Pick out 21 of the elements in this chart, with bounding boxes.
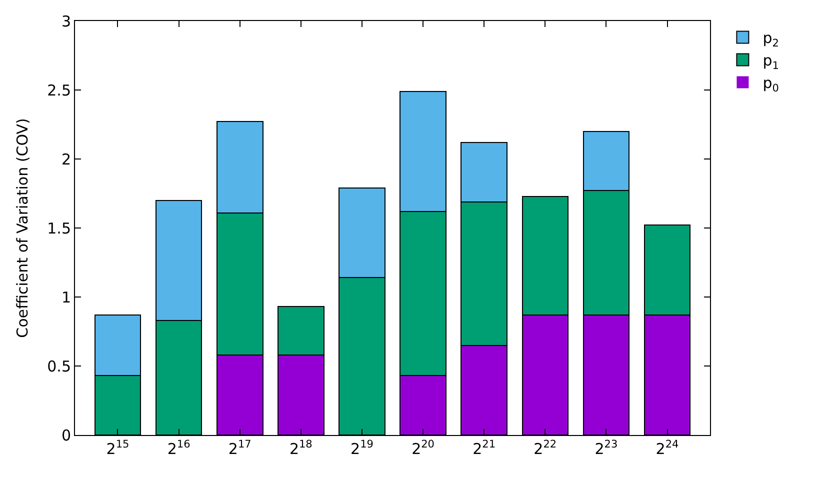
x-tick-label: 2$^{20}$ [412, 438, 434, 458]
legend-label: p$_{2}$ [762, 29, 779, 50]
y-tick-label: 1 [61, 288, 71, 306]
x-tick-label: 2$^{16}$ [167, 438, 191, 458]
x-tick-label: 2$^{22}$ [534, 438, 557, 458]
x-tick-label: 2$^{21}$ [472, 438, 496, 458]
x-tick-label: 2$^{19}$ [350, 438, 374, 458]
legend-label: p$_{1}$ [762, 52, 779, 72]
y-tick-label: 0 [61, 426, 71, 444]
y-tick-label: 2.5 [47, 81, 71, 100]
x-tick-label: 2$^{23}$ [594, 438, 618, 458]
x-tick-label: 2$^{15}$ [106, 438, 130, 458]
y-axis-title: Coefficient of Variation (COV) [13, 118, 32, 338]
x-tick-label: 2$^{24}$ [656, 438, 680, 458]
y-tick-label: 2 [61, 150, 71, 168]
y-tick-label: 1.5 [47, 219, 71, 238]
x-tick-label: 2$^{17}$ [228, 438, 252, 458]
y-tick-label: 3 [61, 12, 71, 30]
legend-label: p$_{0}$ [762, 74, 779, 94]
y-tick-label: 0.5 [47, 357, 71, 376]
x-tick-label: 2$^{18}$ [289, 438, 312, 458]
